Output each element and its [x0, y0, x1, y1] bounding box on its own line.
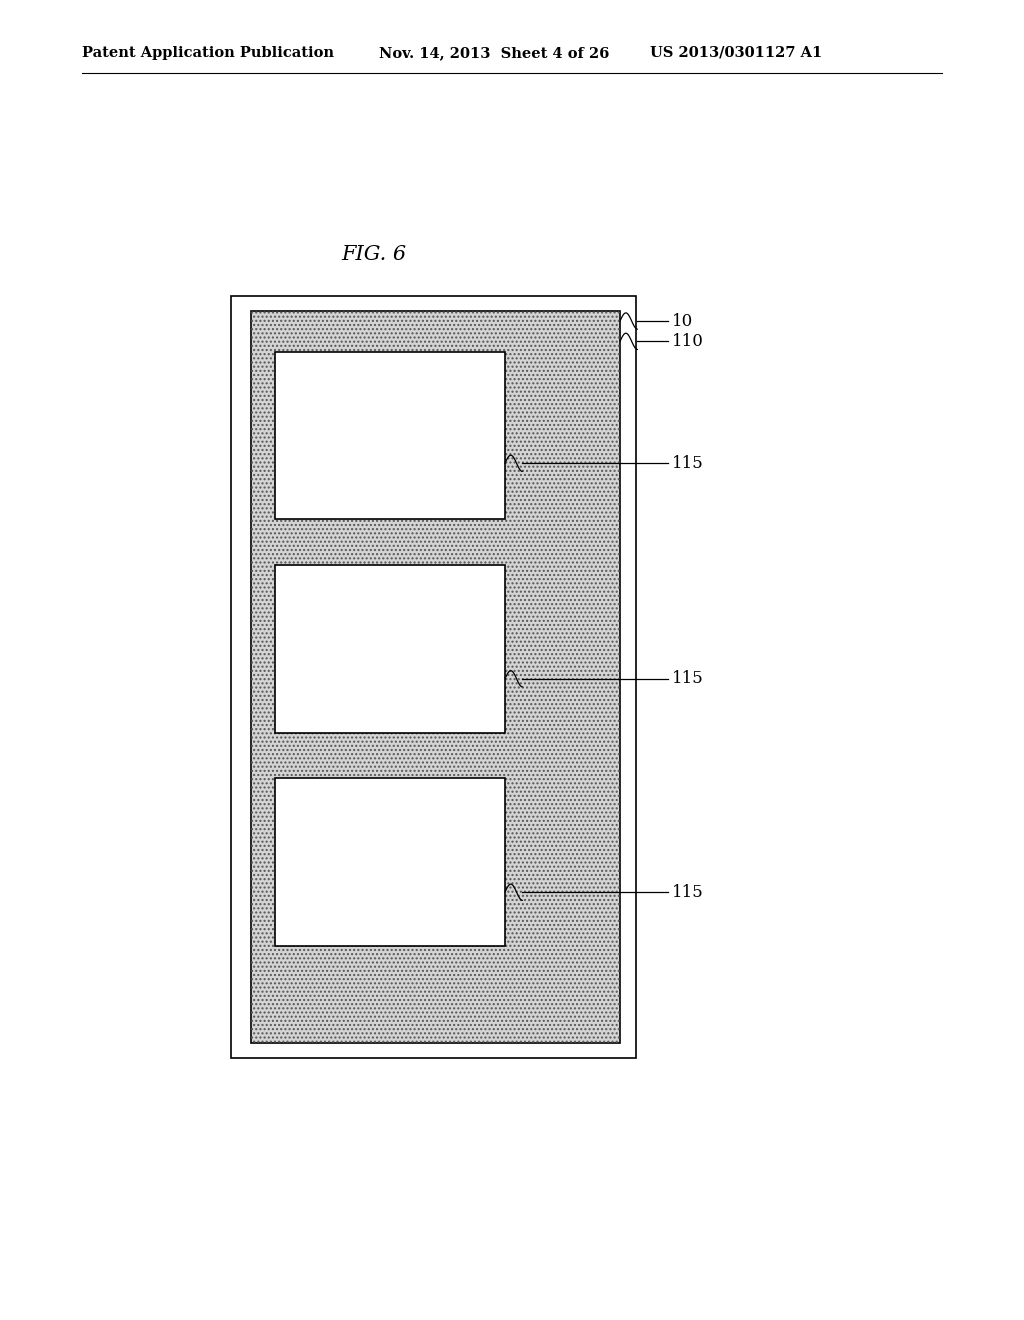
Text: FIG. 6: FIG. 6	[341, 246, 407, 264]
Text: 115: 115	[672, 671, 703, 688]
Bar	[231, 296, 636, 1057]
Text: US 2013/0301127 A1: US 2013/0301127 A1	[650, 46, 822, 59]
Bar	[251, 312, 620, 1043]
Bar	[251, 312, 620, 1043]
Bar	[274, 351, 505, 519]
Text: 10: 10	[672, 313, 693, 330]
Text: 115: 115	[672, 455, 703, 471]
Text: 110: 110	[672, 333, 703, 350]
Text: Patent Application Publication: Patent Application Publication	[82, 46, 334, 59]
Text: 115: 115	[672, 884, 703, 900]
Bar	[274, 565, 505, 733]
Text: Nov. 14, 2013  Sheet 4 of 26: Nov. 14, 2013 Sheet 4 of 26	[379, 46, 609, 59]
Bar	[274, 779, 505, 946]
